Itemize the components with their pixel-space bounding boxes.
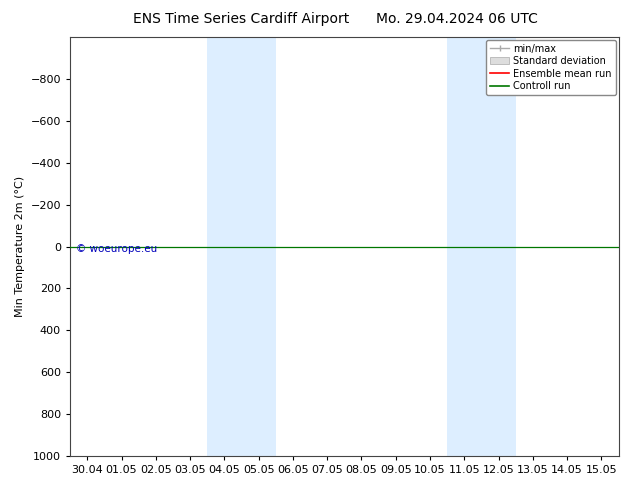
Legend: min/max, Standard deviation, Ensemble mean run, Controll run: min/max, Standard deviation, Ensemble me… bbox=[486, 40, 616, 95]
Bar bbox=[447, 37, 515, 456]
Text: ENS Time Series Cardiff Airport: ENS Time Series Cardiff Airport bbox=[133, 12, 349, 26]
Text: Mo. 29.04.2024 06 UTC: Mo. 29.04.2024 06 UTC bbox=[375, 12, 538, 26]
Y-axis label: Min Temperature 2m (°C): Min Temperature 2m (°C) bbox=[15, 176, 25, 317]
Bar bbox=[207, 37, 276, 456]
Text: © woeurope.eu: © woeurope.eu bbox=[75, 245, 157, 254]
